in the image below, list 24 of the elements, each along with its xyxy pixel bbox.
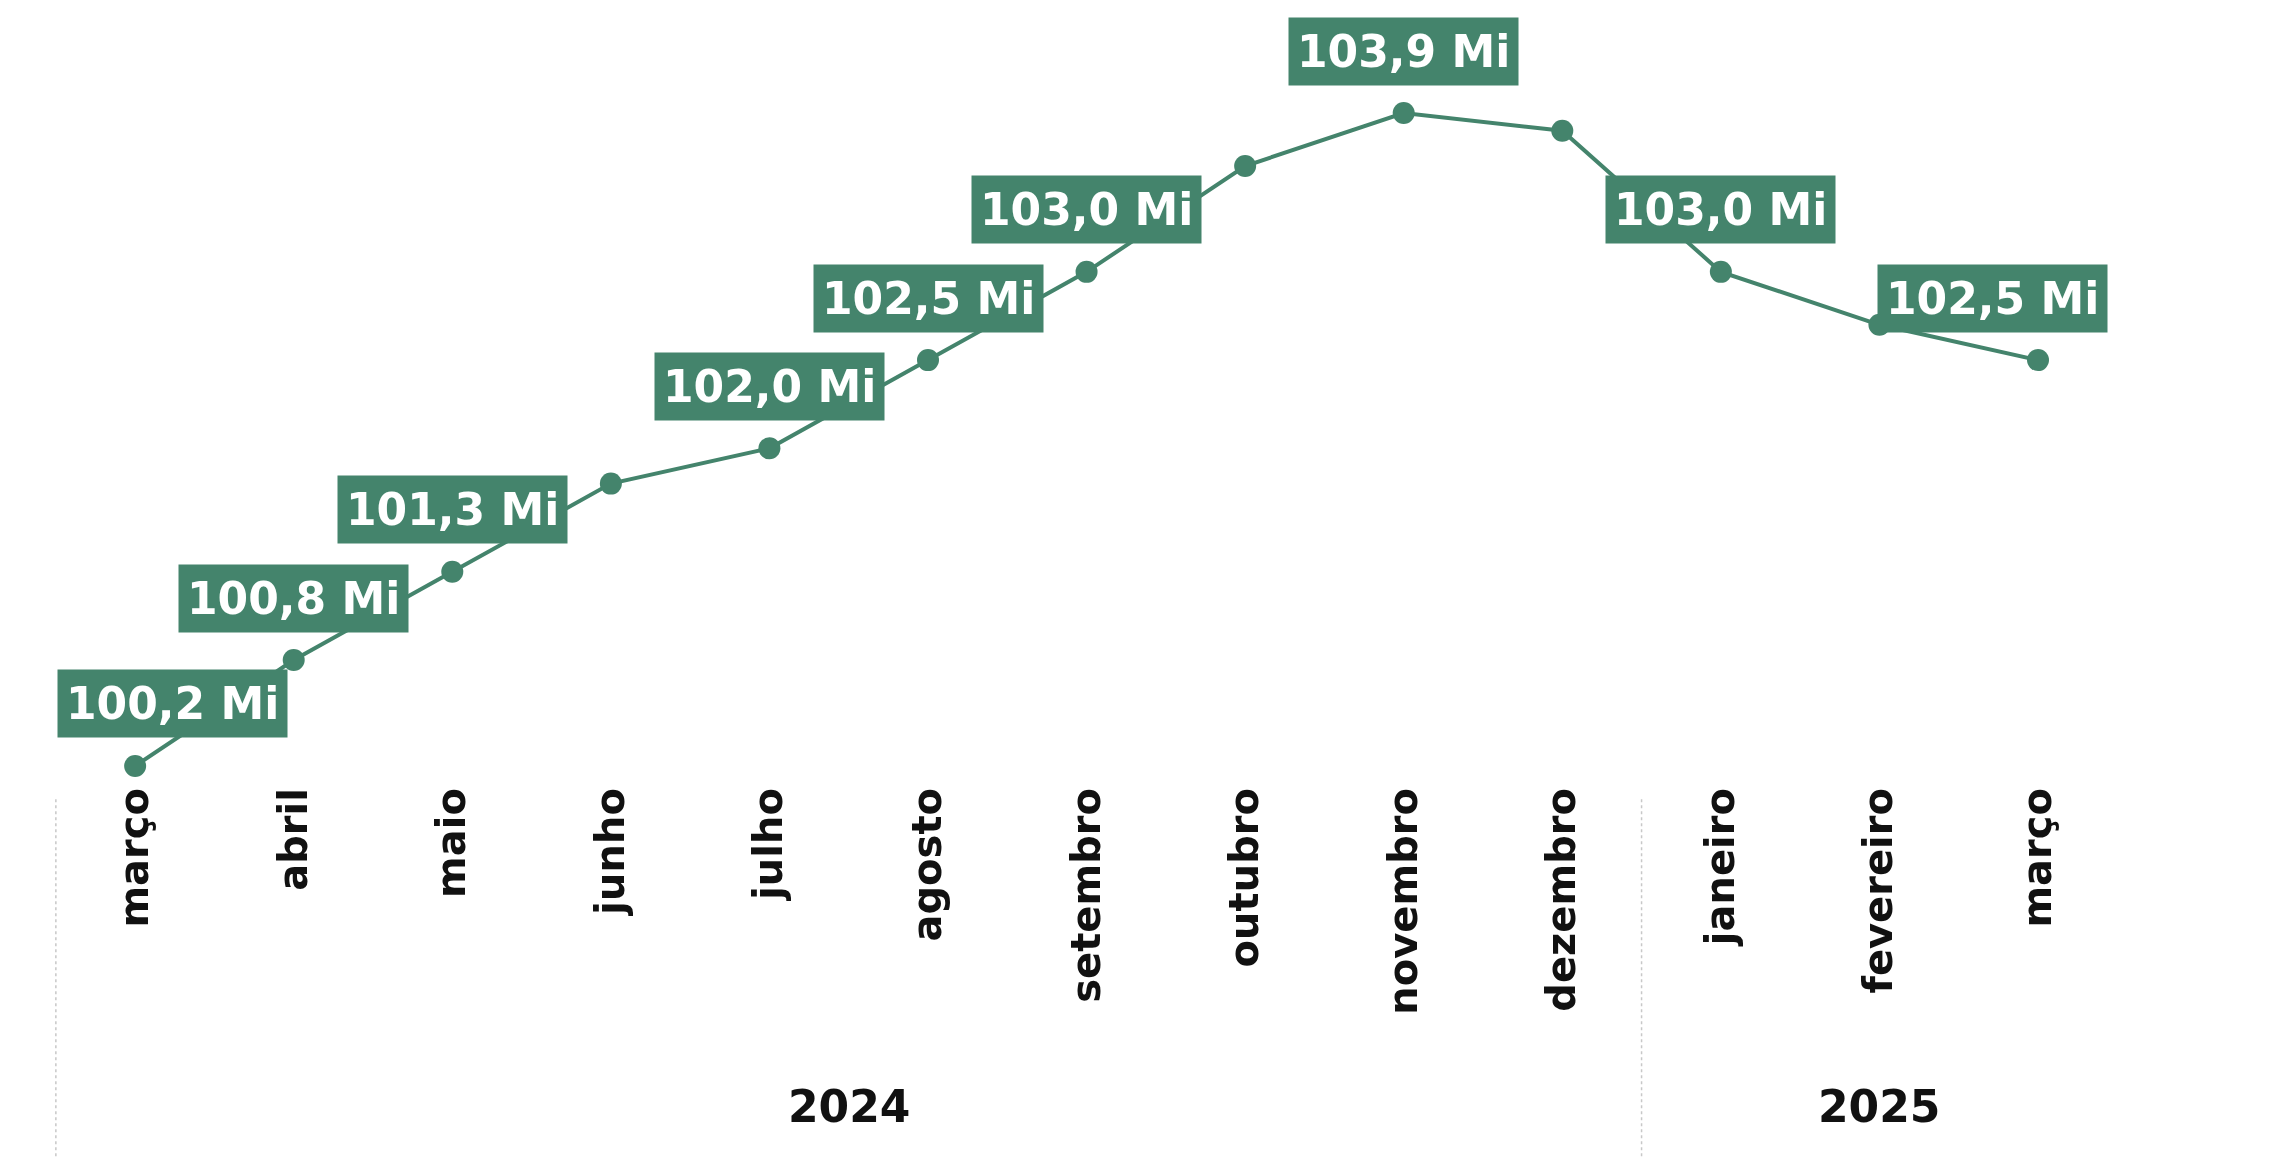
x-tick-label: outubro [1221, 788, 1268, 968]
data-label: 103,0 Mi [1614, 184, 1828, 235]
x-tick-label: junho [586, 788, 633, 917]
data-label: 100,2 Mi [66, 678, 280, 729]
x-tick-label: julho [745, 788, 792, 902]
data-label: 102,0 Mi [663, 361, 877, 412]
x-tick-label: dezembro [1538, 788, 1585, 1012]
data-label: 103,9 Mi [1297, 26, 1511, 77]
x-tick-label: fevereiro [1855, 788, 1902, 994]
x-tick-label: maio [428, 788, 475, 898]
text: 2024 [788, 1081, 911, 1132]
data-label: 100,8 Mi [187, 573, 401, 624]
x-tick-label: agosto [904, 788, 950, 942]
data-label: 102,5 Mi [822, 273, 1036, 324]
data-label: 103,0 Mi [980, 184, 1194, 235]
x-tick-label: março [111, 788, 158, 928]
x-tick-label: março [2014, 788, 2060, 928]
x-tick-label: janeiro [1696, 788, 1743, 948]
x-tick-label: novembro [1379, 788, 1426, 1015]
data-label: 102,5 Mi [1886, 273, 2100, 324]
x-tick-label: abril [269, 788, 316, 891]
data-label: 101,3 Mi [346, 484, 560, 535]
x-tick-label: setembro [1062, 788, 1109, 1003]
text: 2025 [1818, 1081, 1941, 1132]
